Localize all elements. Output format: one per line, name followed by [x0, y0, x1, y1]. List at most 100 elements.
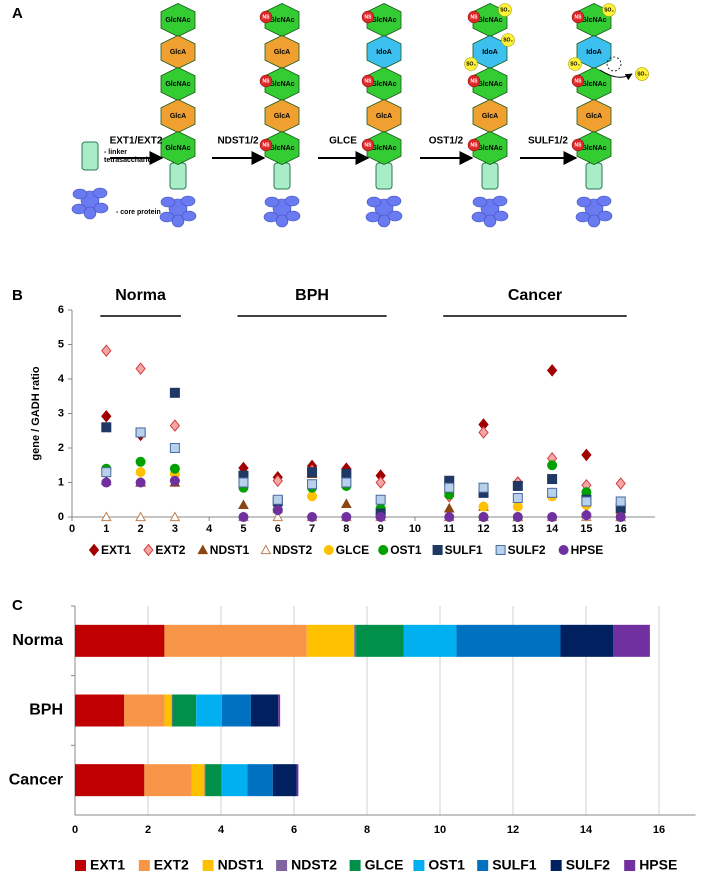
- ns-label: NS: [471, 78, 479, 84]
- core-protein: [366, 196, 382, 208]
- y-tick-label: 5: [58, 338, 64, 350]
- x-tick-label: 16: [615, 523, 627, 535]
- legend-swatch: [75, 860, 86, 871]
- so3-label: SO₃: [500, 7, 510, 13]
- ns-group: [571, 138, 585, 152]
- x-tick-label: 12: [507, 824, 519, 836]
- sugar-label: GlcNAc: [477, 145, 502, 152]
- so3-label: SO₃: [570, 61, 580, 67]
- data-point: [581, 448, 592, 462]
- data-point: [238, 499, 249, 510]
- data-point: [272, 474, 283, 488]
- bar-segment: [164, 694, 172, 727]
- ns-group: [571, 10, 585, 24]
- step-label: EXT1/EXT2: [110, 136, 163, 147]
- bar-segment: [171, 694, 173, 727]
- data-point: [169, 443, 180, 453]
- bar-segment: [191, 764, 205, 797]
- y-tick-label: 0: [58, 511, 64, 523]
- sugar-label: GlcNAc: [581, 145, 606, 152]
- data-point: [169, 463, 180, 474]
- bar-segment: [164, 624, 307, 657]
- sugar-label: GlcA: [586, 113, 602, 120]
- data-point: [307, 512, 318, 522]
- ns-group: [467, 138, 481, 152]
- legend-label: HPSE: [639, 857, 677, 873]
- data-point: [512, 493, 523, 504]
- sugar-label: GlcA: [170, 113, 186, 120]
- bar-segment: [403, 624, 457, 657]
- data-point: [135, 477, 146, 488]
- linker-label: - linker: [104, 149, 127, 156]
- data-point: [341, 468, 352, 479]
- legend-marker: [143, 543, 154, 557]
- sugar-label: GlcNAc: [477, 17, 502, 24]
- legend-label: SULF1: [445, 543, 483, 557]
- bar-segment: [221, 694, 251, 727]
- x-tick-label: 15: [580, 523, 592, 535]
- panel-label: A: [12, 5, 23, 22]
- x-tick-label: 14: [546, 523, 559, 535]
- core-protein: [576, 196, 592, 208]
- sugar-label: GlcA: [482, 113, 498, 120]
- so3-group: [498, 3, 512, 17]
- core-protein: [72, 188, 88, 200]
- x-tick-label: 2: [138, 523, 144, 535]
- sugar-label: GlcNAc: [165, 81, 190, 88]
- sugar-label: GlcNAc: [269, 17, 294, 24]
- linker-label: tetrasaccharide: [104, 157, 156, 164]
- ns-group: [361, 74, 375, 88]
- x-tick-label: 4: [206, 523, 213, 535]
- data-point: [443, 502, 455, 513]
- x-tick-label: 5: [240, 523, 246, 535]
- sugar-label: GlcA: [376, 113, 392, 120]
- ns-label: NS: [471, 142, 479, 148]
- bar-segment: [456, 624, 561, 657]
- group-label: Norma: [115, 287, 166, 304]
- category-label: BPH: [29, 702, 63, 719]
- ns-label: NS: [365, 78, 373, 84]
- data-point: [272, 494, 283, 505]
- panel-label: C: [12, 597, 23, 614]
- ns-group: [361, 138, 375, 152]
- data-point: [341, 477, 352, 488]
- bar-segment: [356, 624, 404, 657]
- legend-label: EXT2: [154, 857, 189, 873]
- legend-label: NDST2: [273, 543, 313, 557]
- data-point: [135, 427, 146, 438]
- sugar-label: IdoA: [482, 49, 498, 56]
- legend-label: NDST1: [218, 857, 264, 873]
- ns-group: [467, 10, 481, 24]
- legend-label: EXT2: [155, 543, 185, 557]
- bar-segment: [75, 624, 165, 657]
- data-point: [101, 409, 112, 423]
- x-tick-label: 10: [409, 523, 421, 535]
- legend-swatch: [624, 860, 636, 871]
- core-protein: [596, 195, 612, 207]
- y-tick-label: 3: [58, 407, 64, 419]
- data-point: [238, 512, 249, 522]
- data-point: [375, 494, 386, 505]
- data-point: [375, 476, 386, 489]
- legend-marker: [378, 545, 389, 555]
- data-point: [444, 512, 455, 522]
- y-tick-label: 6: [58, 304, 64, 316]
- x-tick-label: 12: [477, 523, 489, 535]
- ns-group: [259, 10, 273, 24]
- data-point: [512, 512, 523, 522]
- data-point: [169, 475, 180, 486]
- data-point: [478, 482, 489, 493]
- x-tick-label: 0: [69, 523, 75, 535]
- data-point: [547, 460, 558, 471]
- panel-label: B: [12, 287, 23, 304]
- data-point: [512, 501, 523, 512]
- data-point: [169, 387, 180, 398]
- bar-segment: [613, 624, 650, 657]
- x-tick-label: 2: [145, 824, 151, 836]
- sugar-label: GlcA: [274, 113, 290, 120]
- ns-group: [259, 138, 273, 152]
- x-tick-label: 8: [364, 824, 370, 836]
- bar-segment: [560, 624, 614, 657]
- legend-swatch: [413, 860, 425, 871]
- core-protein: [472, 196, 488, 208]
